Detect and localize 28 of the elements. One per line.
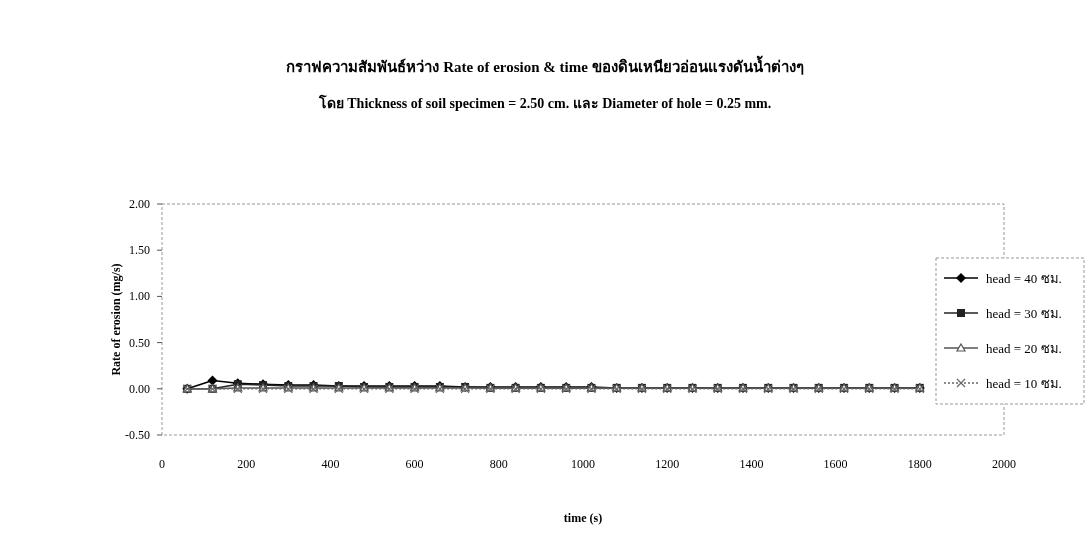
- y-axis-title: Rate of erosion (mg/s): [109, 263, 123, 376]
- legend-item: head = 30 ซม.: [943, 306, 1062, 321]
- x-tick-label: 1600: [823, 457, 848, 471]
- y-tick-label: 0.50: [129, 335, 150, 350]
- subtitle: โดย Thickness of soil specimen = 2.50 cm. และ Diameter of hole = 0.25 mm.: [318, 96, 772, 111]
- legend-label: head = 40 ซม.: [986, 271, 1062, 286]
- y-tick-label: -0.50: [125, 428, 150, 442]
- x-tick-label: 200: [237, 457, 256, 471]
- x-tick-label: 1000: [571, 457, 595, 471]
- legend-label: head = 20 ซม.: [986, 341, 1062, 356]
- x-tick-label: 1400: [739, 457, 764, 471]
- x-tick-label: 1200: [655, 457, 680, 471]
- y-tick-label: 2.00: [129, 197, 150, 211]
- x-tick-label: 0: [159, 457, 165, 471]
- y-tick-label: 1.50: [129, 243, 150, 258]
- x-tick-label: 600: [405, 457, 424, 471]
- x-tick-label: 2000: [992, 457, 1016, 471]
- y-tick-label: 0.00: [129, 381, 150, 396]
- legend-item: head = 10 ซม.: [943, 376, 1062, 391]
- x-axis-title: time (s): [563, 511, 603, 525]
- legend-label: head = 30 ซม.: [986, 306, 1062, 321]
- y-tick-label: 1.00: [129, 289, 150, 304]
- x-tick-label: 1800: [907, 457, 932, 471]
- legend-item: head = 40 ซม.: [943, 271, 1062, 286]
- x-tick-label: 800: [489, 457, 508, 471]
- x-tick-label: 400: [321, 457, 340, 471]
- legend-item: head = 20 ซม.: [943, 341, 1062, 356]
- legend-label: head = 10 ซม.: [986, 376, 1062, 391]
